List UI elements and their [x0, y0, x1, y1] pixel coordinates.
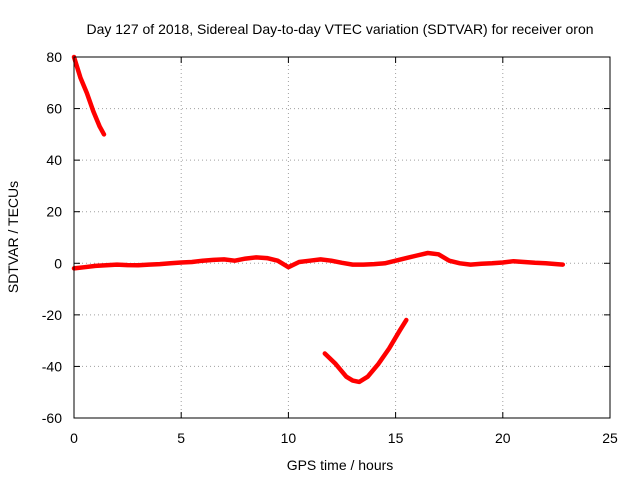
y-tick-label: -20 — [42, 307, 62, 323]
x-tick-label: 10 — [281, 430, 297, 446]
ticks — [73, 56, 611, 419]
x-tick-label: 20 — [495, 430, 511, 446]
y-tick-label: 40 — [46, 152, 62, 168]
x-tick-label: 25 — [602, 430, 618, 446]
series-arc-1 — [71, 54, 107, 137]
series-arc-3 — [322, 317, 409, 385]
y-tick-label: -60 — [42, 410, 62, 426]
chart-title: Day 127 of 2018, Sidereal Day-to-day VTE… — [86, 21, 593, 37]
y-axis-label: SDTVAR / TECUs — [5, 181, 21, 293]
y-tick-label: 0 — [54, 255, 62, 271]
plot-frame — [73, 56, 611, 419]
series-arc-2 — [71, 250, 566, 271]
x-tick-label: 15 — [388, 430, 404, 446]
x-tick-label: 0 — [70, 430, 78, 446]
x-tick-label: 5 — [177, 430, 185, 446]
y-tick-label: 60 — [46, 101, 62, 117]
x-axis-label: GPS time / hours — [287, 457, 394, 473]
tick-labels: 0 5 10 15 20 25 -60 -40 -20 0 20 40 60 80 — [42, 49, 618, 446]
series-layer — [71, 54, 566, 385]
y-tick-label: 80 — [46, 49, 62, 65]
y-tick-label: -40 — [42, 358, 62, 374]
y-tick-label: 20 — [46, 204, 62, 220]
